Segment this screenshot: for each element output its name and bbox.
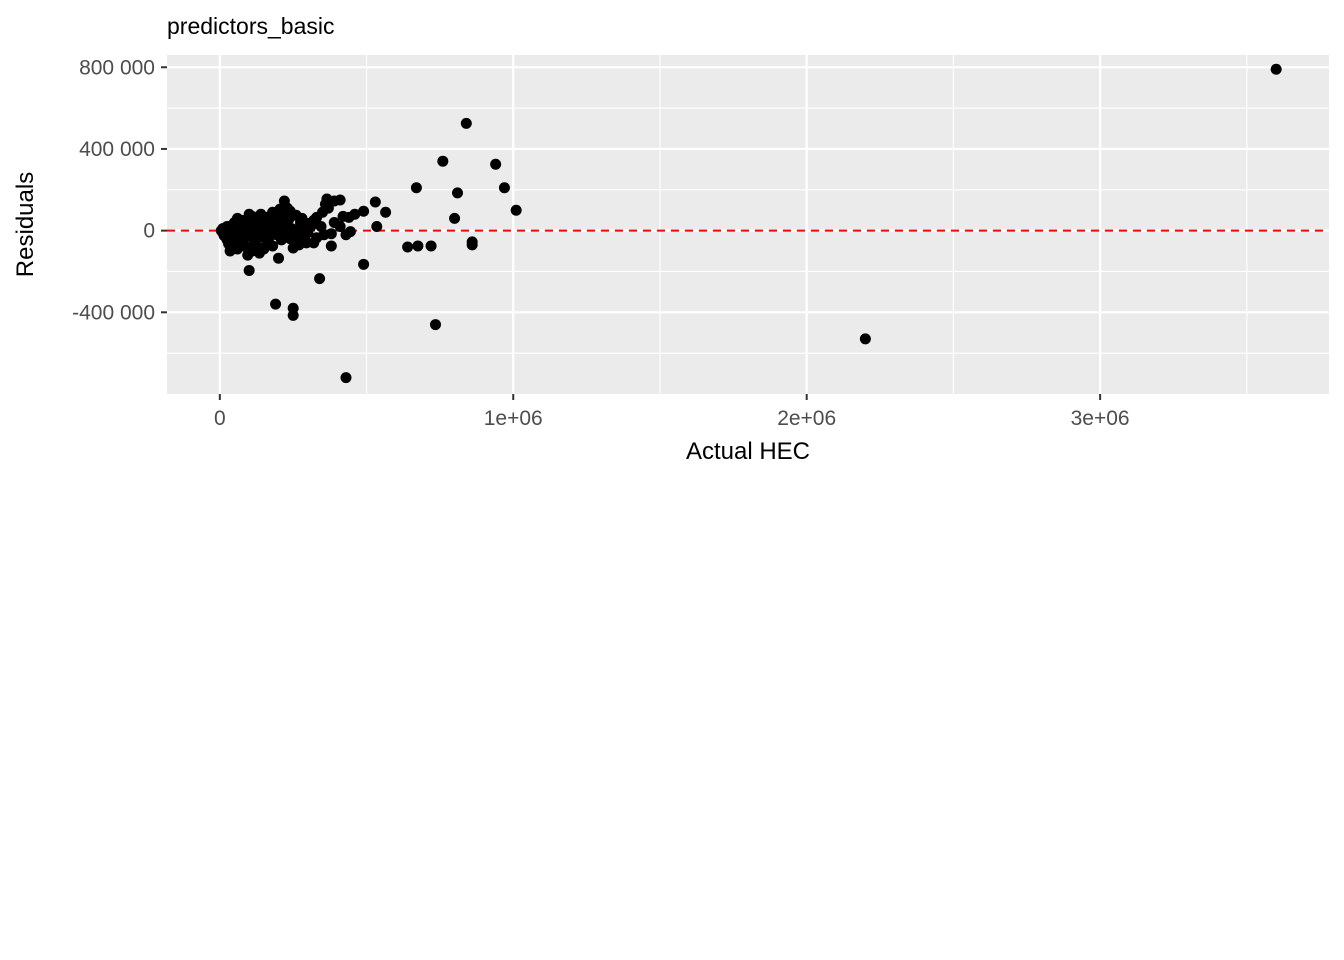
y-tick-label: 400 000 [79, 138, 155, 161]
data-point [300, 237, 312, 249]
x-tick-label: 3e+06 [1071, 407, 1130, 430]
data-point [510, 204, 522, 216]
data-point [358, 205, 370, 217]
data-point [287, 242, 299, 254]
data-point [466, 239, 478, 251]
data-point [490, 158, 502, 170]
data-point [449, 212, 461, 224]
y-tick-label: -400 000 [72, 301, 155, 324]
data-points [215, 63, 1282, 384]
data-point [371, 221, 383, 233]
data-point [425, 240, 437, 252]
data-point [412, 240, 424, 252]
data-point [358, 258, 370, 270]
x-axis: 0 1e+06 2e+06 3e+06 [214, 394, 1130, 430]
data-point [460, 117, 472, 129]
data-point [340, 372, 352, 384]
data-point [252, 241, 264, 253]
y-axis: 800 000 400 000 0 -400 000 [72, 56, 167, 324]
data-point [344, 226, 356, 238]
data-point [314, 273, 326, 285]
data-point [223, 238, 235, 250]
data-point [270, 298, 282, 310]
x-tick-label: 2e+06 [777, 407, 836, 430]
data-point [274, 203, 286, 215]
data-point [296, 212, 308, 224]
data-point [259, 224, 271, 236]
y-tick-label: 800 000 [79, 56, 155, 79]
data-point [236, 236, 248, 248]
data-point [268, 226, 280, 238]
data-point [859, 333, 871, 345]
y-axis-title: Residuals [12, 172, 39, 277]
data-point [343, 211, 355, 223]
data-point [369, 196, 381, 208]
data-point [292, 231, 304, 243]
data-point [380, 206, 392, 218]
data-point [1270, 63, 1282, 75]
data-point [325, 240, 337, 252]
data-point [264, 215, 276, 227]
data-point [287, 309, 299, 321]
data-point [277, 221, 289, 233]
data-point [318, 229, 330, 241]
y-tick-label: 0 [143, 220, 155, 243]
data-point [402, 241, 414, 253]
data-point [429, 319, 441, 331]
data-point [217, 223, 229, 235]
chart-title: predictors_basic [167, 13, 334, 39]
data-point [267, 240, 279, 252]
data-point [255, 208, 267, 220]
data-point [328, 216, 340, 228]
data-point [437, 155, 449, 167]
x-axis-title: Actual HEC [686, 438, 810, 465]
x-tick-label: 0 [214, 407, 226, 430]
data-point [243, 264, 255, 276]
data-point [410, 182, 422, 194]
data-point [243, 230, 255, 242]
plot-panel [167, 55, 1329, 394]
data-point [286, 223, 298, 235]
minor-grid [167, 55, 1329, 394]
data-point [228, 216, 240, 228]
data-point [452, 187, 463, 199]
data-point [273, 252, 285, 264]
x-tick-label: 1e+06 [484, 407, 543, 430]
data-point [498, 182, 510, 194]
